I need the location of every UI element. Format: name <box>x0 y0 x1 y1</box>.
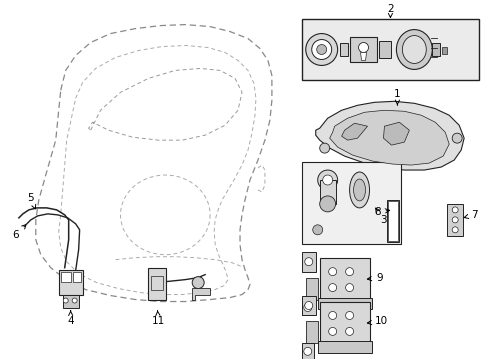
Circle shape <box>316 45 326 54</box>
Circle shape <box>345 328 353 336</box>
Polygon shape <box>319 302 369 343</box>
Circle shape <box>305 33 337 66</box>
Circle shape <box>303 303 311 311</box>
Circle shape <box>451 227 457 233</box>
Polygon shape <box>383 122 408 145</box>
Text: 10: 10 <box>366 316 387 327</box>
Ellipse shape <box>353 179 365 201</box>
Polygon shape <box>386 200 399 242</box>
Bar <box>61 272 71 282</box>
Bar <box>431 42 439 57</box>
Bar <box>441 46 447 54</box>
Text: 5: 5 <box>27 193 36 209</box>
Circle shape <box>451 207 457 213</box>
Ellipse shape <box>349 172 369 208</box>
Circle shape <box>345 311 353 319</box>
Bar <box>73 272 81 282</box>
Polygon shape <box>305 321 317 343</box>
Polygon shape <box>317 298 371 310</box>
Bar <box>301 162 401 244</box>
Text: 1: 1 <box>393 89 400 105</box>
Polygon shape <box>62 294 79 307</box>
Circle shape <box>303 347 311 355</box>
Circle shape <box>345 284 353 292</box>
Polygon shape <box>59 270 82 294</box>
Bar <box>339 42 347 57</box>
Text: 11: 11 <box>151 311 164 327</box>
Bar <box>387 201 398 241</box>
Circle shape <box>192 276 203 289</box>
Polygon shape <box>301 252 315 272</box>
Polygon shape <box>192 288 210 300</box>
Ellipse shape <box>396 30 431 69</box>
Circle shape <box>328 268 336 276</box>
Polygon shape <box>329 110 448 165</box>
Circle shape <box>451 133 461 143</box>
Polygon shape <box>315 101 463 170</box>
Circle shape <box>328 284 336 292</box>
Circle shape <box>311 40 331 59</box>
Text: 6: 6 <box>13 225 26 240</box>
Polygon shape <box>360 53 366 60</box>
Circle shape <box>328 328 336 336</box>
Circle shape <box>72 298 77 303</box>
Circle shape <box>328 311 336 319</box>
Polygon shape <box>319 258 369 300</box>
Polygon shape <box>305 278 317 300</box>
Text: 9: 9 <box>366 273 382 283</box>
Circle shape <box>451 217 457 223</box>
Circle shape <box>345 268 353 276</box>
Text: 4: 4 <box>67 311 74 327</box>
Text: 3: 3 <box>375 208 386 225</box>
Circle shape <box>322 175 332 185</box>
Bar <box>301 19 478 80</box>
Bar <box>148 268 166 300</box>
Polygon shape <box>301 300 313 315</box>
Bar <box>447 204 462 236</box>
Circle shape <box>312 225 322 235</box>
Circle shape <box>304 302 312 310</box>
Bar <box>379 41 390 58</box>
Text: 8: 8 <box>373 207 389 217</box>
Bar <box>349 37 377 62</box>
Circle shape <box>319 196 335 212</box>
Bar <box>151 276 163 289</box>
Polygon shape <box>341 123 367 140</box>
Circle shape <box>358 42 368 53</box>
Bar <box>319 180 335 204</box>
Text: 7: 7 <box>463 210 476 220</box>
Circle shape <box>304 258 312 266</box>
Text: 2: 2 <box>386 4 393 18</box>
Circle shape <box>317 170 337 190</box>
Polygon shape <box>317 341 371 353</box>
Polygon shape <box>301 343 313 359</box>
Circle shape <box>63 298 68 303</box>
Circle shape <box>319 143 329 153</box>
Bar <box>386 200 399 242</box>
Ellipse shape <box>402 36 426 63</box>
Polygon shape <box>301 296 315 315</box>
